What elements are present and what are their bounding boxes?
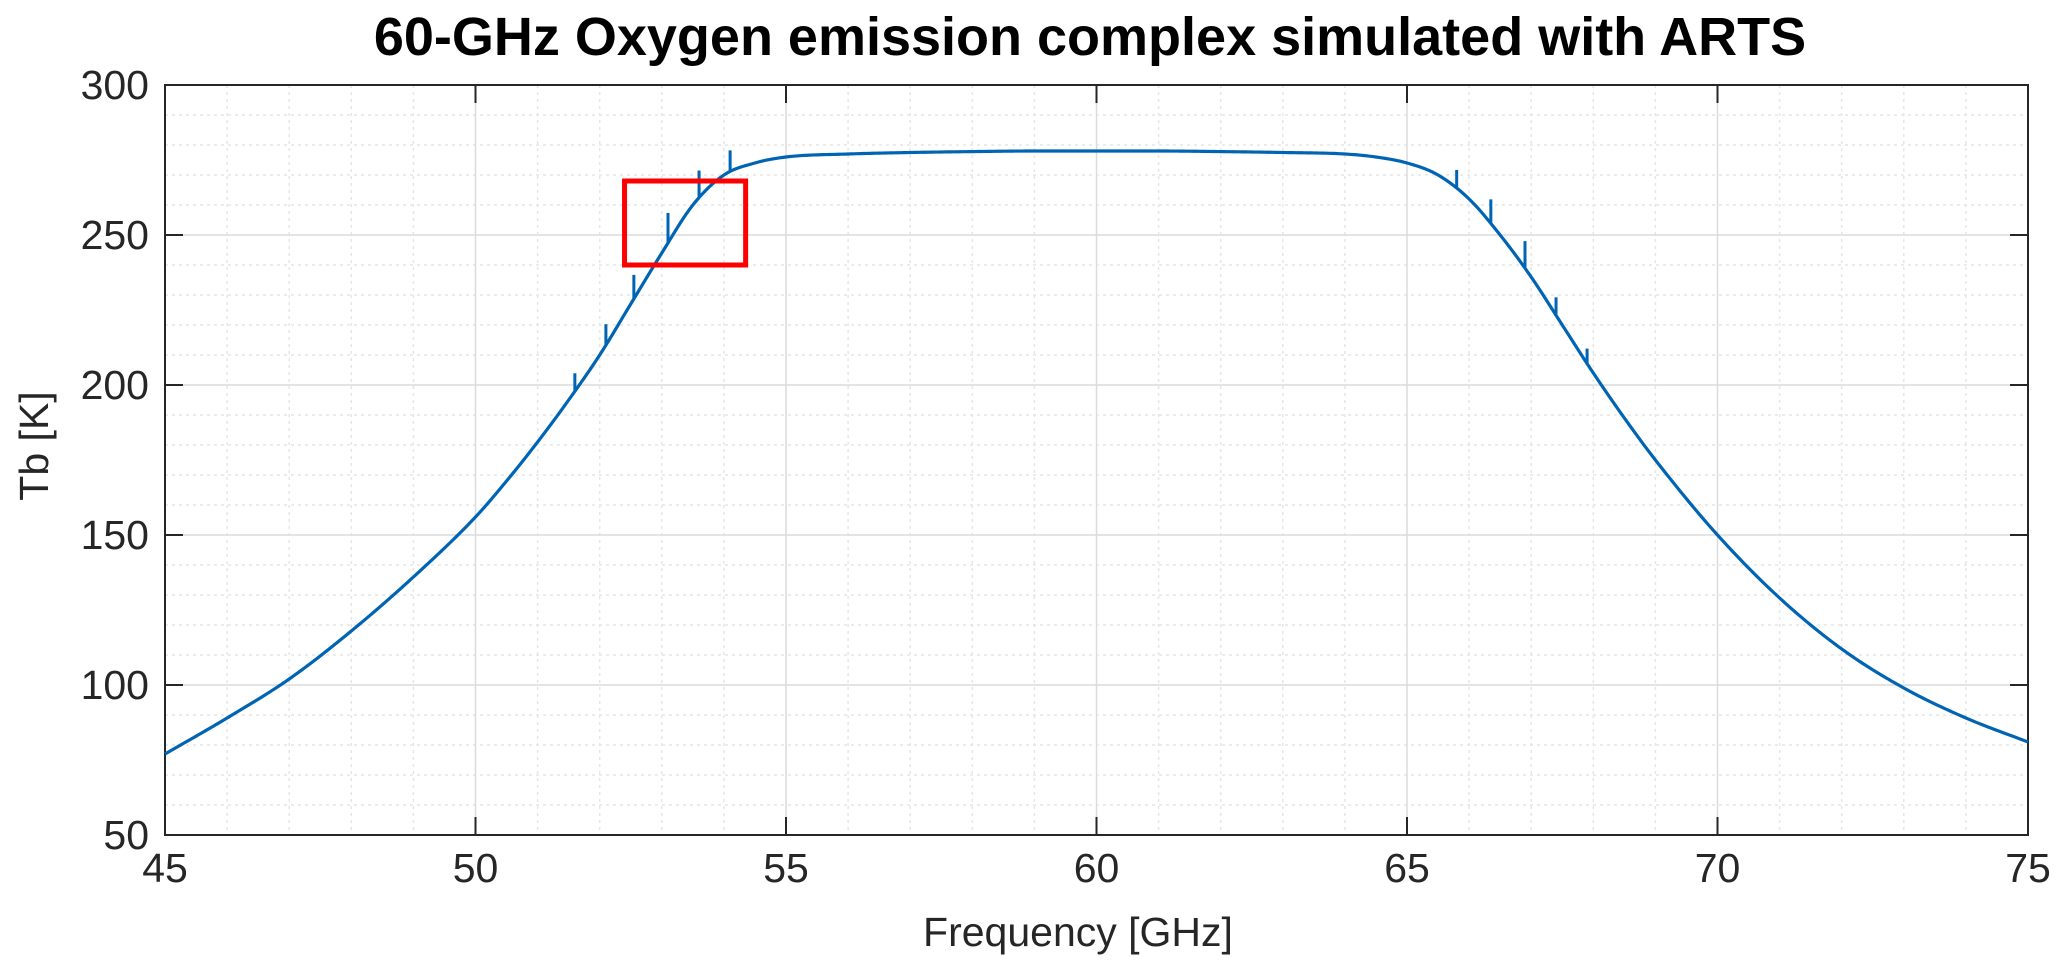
x-tick-label: 65 bbox=[1384, 845, 1430, 891]
annotation-layer bbox=[622, 178, 749, 268]
y-axis-label: Tb [K] bbox=[11, 391, 57, 500]
y-tick-label: 150 bbox=[81, 512, 149, 558]
x-tick-label: 60 bbox=[1074, 845, 1120, 891]
x-tick-label: 50 bbox=[453, 845, 499, 891]
y-tick-label: 200 bbox=[81, 362, 149, 408]
x-axis-ticks: 45 50 55 60 65 70 75 bbox=[142, 85, 2051, 891]
x-axis-label: Frequency [GHz] bbox=[923, 909, 1233, 955]
y-tick-label: 250 bbox=[81, 212, 149, 258]
chart-title: 60-GHz Oxygen emission complex simulated… bbox=[374, 7, 1806, 67]
y-tick-label: 100 bbox=[81, 662, 149, 708]
series-layer bbox=[164, 149, 2029, 756]
highlight-rectangle bbox=[622, 178, 749, 268]
y-tick-label: 50 bbox=[103, 812, 149, 858]
y-axis-ticks: 50 100 150 200 250 300 bbox=[81, 62, 2028, 858]
x-tick-label: 75 bbox=[2005, 845, 2051, 891]
x-tick-label: 55 bbox=[763, 845, 809, 891]
x-tick-label: 45 bbox=[142, 845, 188, 891]
y-tick-label: 300 bbox=[81, 62, 149, 108]
x-tick-label: 70 bbox=[1695, 845, 1741, 891]
series-line bbox=[164, 149, 2029, 756]
